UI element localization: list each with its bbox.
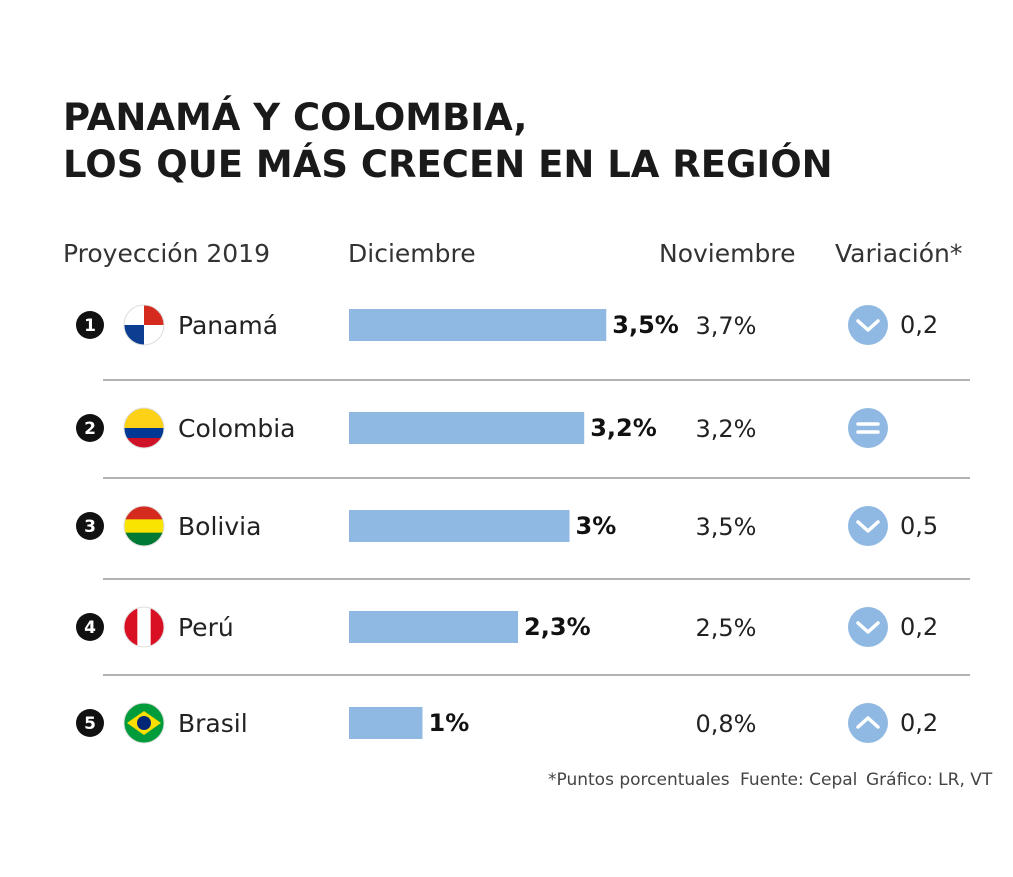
footnote: *Puntos porcentuales [548,770,730,790]
flag [124,607,164,647]
november-value: 3,5% [696,513,757,541]
country-name: Colombia [178,414,295,443]
bar [349,412,585,444]
country-name: Perú [178,613,234,642]
variation-value: 0,2 [900,311,938,339]
flag-border [123,304,165,346]
bar [349,611,519,643]
country-name: Brasil [178,709,248,738]
icon-symbol [856,520,880,533]
rank-number: 1 [84,316,96,336]
variation-icon [848,305,888,345]
icon-symbol [856,621,880,634]
variation-value: 0,5 [900,512,938,540]
variation-value: 0,2 [900,709,938,737]
bar-value-label: 3% [576,512,617,540]
flag [124,506,164,546]
november-value: 2,5% [696,614,757,642]
rank-number: 5 [84,714,96,734]
flag-part [124,438,164,448]
rank-number: 2 [84,419,96,439]
flag-part [150,607,164,647]
variation-icon [848,506,888,546]
flag-border [123,702,165,744]
rank-badge [76,613,104,641]
bar [349,707,423,739]
bar [349,309,607,341]
variation-icon [848,703,888,743]
country-name: Bolivia [178,512,261,541]
icon-symbol [856,716,880,729]
flag [124,703,164,743]
variation-icon [848,607,888,647]
icon-symbol [856,319,880,332]
flag-part [124,607,138,647]
flag-border [123,606,165,648]
flag [124,408,164,448]
rank-badge [76,311,104,339]
rank-badge [76,414,104,442]
flag-border [123,407,165,449]
title-line: LOS QUE MÁS CRECEN EN LA REGIÓN [63,142,833,186]
flag-part [137,716,151,730]
credit: Gráfico: LR, VT [866,770,993,790]
variation-icon [848,408,888,448]
rank-badge [76,709,104,737]
source: Fuente: Cepal [740,770,857,790]
flag-part [137,607,152,647]
flag-part [124,506,164,520]
column-header: Variación* [835,239,962,268]
flag-part [124,428,164,439]
bar-value-label: 3,2% [590,414,657,442]
rank-number: 3 [84,517,96,537]
bar-value-label: 1% [429,709,470,737]
flag-border [123,505,165,547]
rank-number: 4 [84,618,96,638]
bar-value-label: 2,3% [524,613,591,641]
flag-part [124,519,164,534]
flag-part [124,408,164,419]
country-name: Panamá [178,311,278,340]
november-value: 3,7% [696,312,757,340]
column-header: Proyección 2019 [63,239,270,268]
rank-badge [76,512,104,540]
title-line: PANAMÁ Y COLOMBIA, [63,95,527,139]
flag-part [124,532,164,546]
column-header: Noviembre [659,239,795,268]
icon-symbol [856,422,880,434]
november-value: 3,2% [696,415,757,443]
column-header: Diciembre [348,239,476,268]
bar-value-label: 3,5% [612,311,679,339]
variation-value: 0,2 [900,613,938,641]
november-value: 0,8% [696,710,757,738]
flag-part [124,418,164,429]
bar [349,510,570,542]
